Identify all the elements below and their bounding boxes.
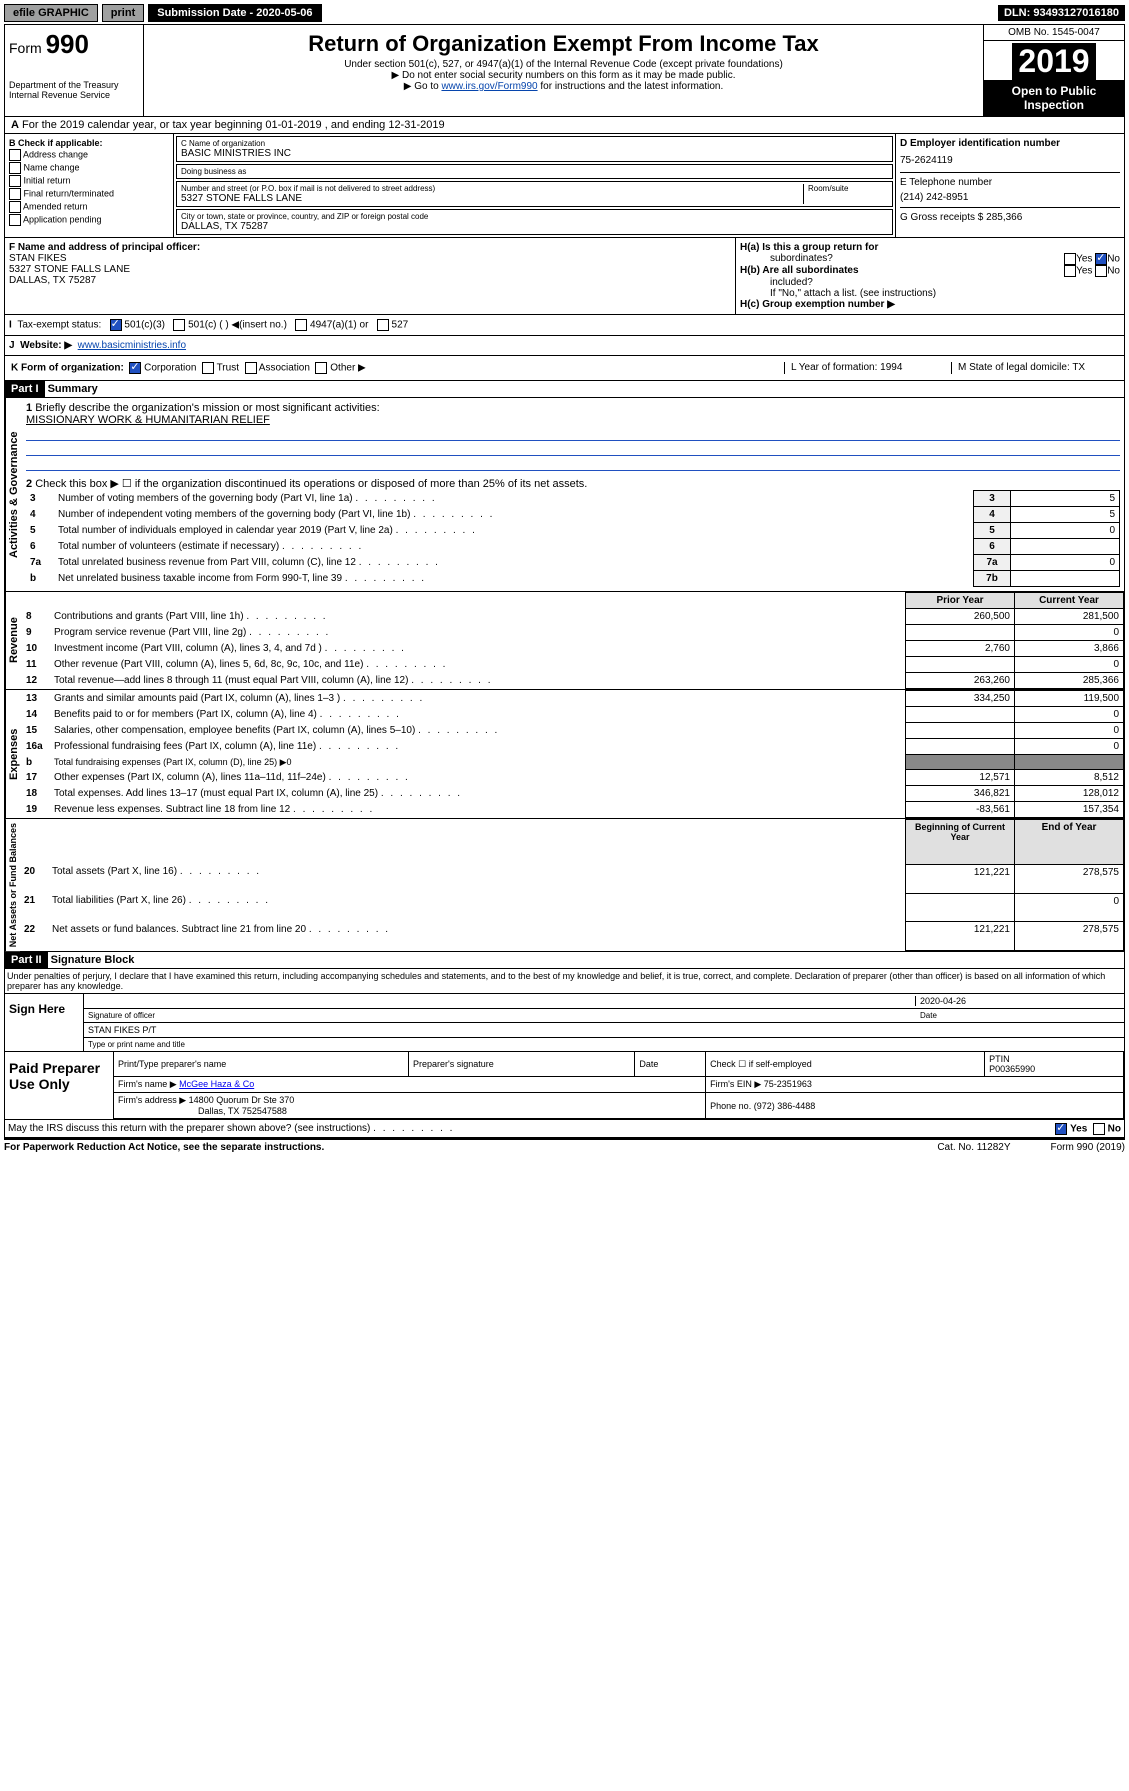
page-footer: For Paperwork Reduction Act Notice, see … — [4, 1140, 1125, 1155]
section-b-checkboxes: B Check if applicable: Address change Na… — [5, 134, 174, 237]
officer-box: F Name and address of principal officer:… — [5, 238, 735, 314]
ein-box: D Employer identification number75-26241… — [900, 138, 1120, 166]
org-name: BASIC MINISTRIES INC — [181, 148, 888, 159]
section-h: H(a) Is this a group return for subordin… — [735, 238, 1124, 314]
part-ii-header: Part II Signature Block — [4, 952, 1125, 969]
mission-text: MISSIONARY WORK & HUMANITARIAN RELIEF — [26, 414, 1120, 426]
discuss-row: May the IRS discuss this return with the… — [4, 1120, 1125, 1138]
sign-here: Sign Here 2020-04-26 Signature of office… — [4, 994, 1125, 1052]
net-assets-section: Net Assets or Fund Balances Beginning of… — [4, 819, 1125, 952]
org-name-box: C Name of organization BASIC MINISTRIES … — [176, 136, 893, 162]
phone-box: E Telephone number(214) 242-8951 — [900, 172, 1120, 203]
omb-number: OMB No. 1545-0047 — [984, 25, 1124, 41]
submission-date: Submission Date - 2020-05-06 — [148, 4, 321, 22]
tax-exempt-row: I Tax-exempt status: 501(c)(3) 501(c) ( … — [5, 314, 1124, 335]
part-i-header: Part I Summary — [4, 381, 1125, 398]
gross-receipts: G Gross receipts $ 285,366 — [900, 207, 1120, 223]
website-row: J Website: ▶ www.basicministries.info — [5, 335, 1124, 355]
revenue-section: Revenue Prior YearCurrent Year8Contribut… — [4, 592, 1125, 690]
efile-button[interactable]: efile GRAPHIC — [4, 4, 98, 22]
calendar-year-line: A For the 2019 calendar year, or tax yea… — [5, 117, 1124, 134]
dept-label: Department of the Treasury — [9, 80, 139, 90]
open-public: Open to PublicInspection — [984, 80, 1124, 116]
state-domicile: M State of legal domicile: TX — [951, 362, 1118, 374]
firm-link[interactable]: McGee Haza & Co — [179, 1079, 254, 1089]
form-title: Return of Organization Exempt From Incom… — [148, 31, 979, 57]
city-box: City or town, state or province, country… — [176, 209, 893, 235]
form-number: Form 990 — [9, 29, 139, 60]
k-form-row: K Form of organization: Corporation Trus… — [4, 356, 1125, 381]
declaration-text: Under penalties of perjury, I declare th… — [4, 969, 1125, 994]
year-formation: L Year of formation: 1994 — [784, 362, 951, 374]
top-toolbar: efile GRAPHIC print Submission Date - 20… — [4, 4, 1125, 22]
subtitle-1: Under section 501(c), 527, or 4947(a)(1)… — [148, 59, 979, 70]
form-header: Form 990 Department of the Treasury Inte… — [4, 24, 1125, 117]
expenses-section: Expenses 13Grants and similar amounts pa… — [4, 690, 1125, 819]
dln-label: DLN: 93493127016180 — [998, 5, 1125, 21]
paid-preparer: Paid Preparer Use Only Print/Type prepar… — [4, 1052, 1125, 1120]
addr-box: Number and street (or P.O. box if mail i… — [176, 181, 893, 207]
irs-label: Internal Revenue Service — [9, 90, 139, 100]
subtitle-3: ▶ Go to www.irs.gov/Form990 for instruct… — [148, 81, 979, 92]
subtitle-2: ▶ Do not enter social security numbers o… — [148, 70, 979, 81]
dba-box: Doing business as — [176, 164, 893, 179]
website-link[interactable]: www.basicministries.info — [78, 340, 186, 351]
tax-year: 2019 — [1012, 43, 1095, 80]
activities-governance: Activities & Governance 1 Briefly descri… — [4, 398, 1125, 592]
print-button[interactable]: print — [102, 4, 144, 22]
irs-link[interactable]: www.irs.gov/Form990 — [441, 81, 537, 92]
